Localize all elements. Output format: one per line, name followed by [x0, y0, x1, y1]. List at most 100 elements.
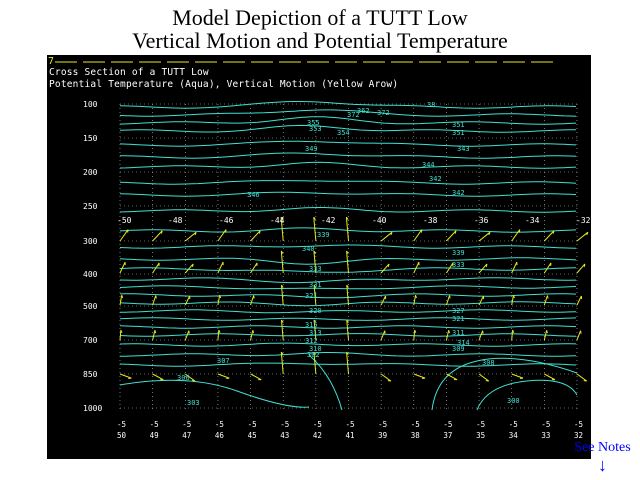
vertical-motion-arrowhead [194, 231, 197, 236]
vertical-motion-arrowhead [387, 263, 390, 267]
bottom-tick-label-top: -5 [248, 420, 257, 429]
vertical-motion-arrowhead [313, 250, 317, 254]
vertical-motion-arrow [445, 295, 450, 306]
vertical-motion-arrow [511, 373, 524, 379]
vertical-motion-arrowhead [313, 319, 317, 323]
isentrope-line [119, 161, 577, 169]
vertical-motion-arrow [543, 330, 548, 341]
isentrope-line [119, 342, 577, 347]
vertical-motion-arrowhead [160, 230, 163, 234]
vertical-motion-arrowhead [258, 230, 261, 234]
contour-label: 321 [452, 315, 465, 323]
bottom-tick-label-top: -5 [574, 420, 583, 429]
vertical-motion-arrow [119, 261, 126, 274]
isentrope-line [119, 191, 577, 197]
vertical-motion-arrow [250, 373, 262, 381]
vertical-motion-arrow [543, 262, 552, 274]
vertical-motion-arrow [511, 261, 518, 274]
vertical-motion-arrowhead [313, 284, 317, 288]
vertical-motion-arrow [346, 320, 349, 341]
vertical-motion-arrow [380, 263, 390, 274]
vertical-motion-arrowhead [345, 216, 349, 220]
isentrope-line [120, 152, 577, 159]
bottom-axis-labels: -5 50 -5 49 -5 47 -5 46 -5 45 -5 43 -5 42 -5 41 -5 39 -5 38… [117, 420, 583, 440]
vertical-motion-arrow [184, 295, 191, 306]
vertical-motion-arrowhead [219, 294, 222, 299]
contour-label: 346 [247, 191, 260, 199]
vertical-motion-arrow [345, 217, 349, 242]
contour-label: 309 [452, 345, 465, 353]
slide-title: Model Depiction of a TUTT Low Vertical M… [0, 6, 640, 52]
vertical-motion-arrowhead [346, 250, 349, 254]
bottom-tick-label-bottom: 32 [574, 431, 583, 440]
contour-label: 340 [302, 245, 315, 253]
contour-label: 300 [507, 397, 520, 405]
vertical-motion-arrow [446, 373, 458, 381]
longitude-labels: -50 -48 -46 -44 -42 -40 -38 -36 -34 -32 [117, 216, 591, 225]
bottom-tick-label-top: -5 [150, 420, 159, 429]
vertical-motion-arrow [217, 373, 230, 379]
vertical-motion-arrow [184, 231, 197, 242]
vertical-motion-arrow [511, 229, 521, 242]
vertical-motion-arrow [280, 285, 284, 306]
surface-contour [119, 379, 310, 408]
pressure-label: 250 [83, 202, 98, 211]
vertical-motion-arrowhead [281, 319, 284, 323]
vertical-motion-arrow [119, 329, 122, 341]
surface-contour [308, 354, 343, 411]
longitude-label: -44 [270, 216, 285, 225]
vertical-motion-arrow [380, 330, 386, 341]
vertical-motion-arrowhead [218, 329, 221, 333]
pressure-label: 200 [83, 168, 98, 177]
isentrope-line [119, 140, 577, 147]
longitude-label: -36 [474, 216, 489, 225]
bottom-tick-label-top: -5 [182, 420, 191, 429]
pressure-label: 150 [83, 134, 98, 143]
vertical-motion-arrow [152, 330, 156, 341]
vertical-motion-arrow [250, 330, 254, 341]
contour-label: 313 [309, 329, 322, 337]
bottom-tick-label-top: -5 [280, 420, 289, 429]
see-notes-link[interactable]: See Notes ↓ [565, 440, 640, 474]
isentrope-line [119, 244, 577, 249]
pressure-label: 700 [83, 336, 98, 345]
vertical-motion-arrow [380, 295, 386, 306]
cross-section-panel: 7 100 150 200 250 300 400 500 700 850 1000 -50 -48… [47, 55, 591, 459]
longitude-label: -42 [321, 216, 336, 225]
contour-label: 331 [309, 281, 322, 289]
vertical-motion-arrow [119, 373, 132, 379]
bottom-tick-label-top: -5 [509, 420, 518, 429]
isentrope-line [119, 207, 577, 213]
vertical-motion-arrowhead [280, 351, 284, 355]
vertical-motion-arrow [543, 230, 555, 242]
contour-label: 306 [177, 374, 190, 382]
vertical-motion-arrowhead [552, 230, 555, 234]
corner-mark: 7 [48, 56, 54, 67]
vertical-motion-arrow [313, 217, 317, 242]
contour-label: 302 [307, 351, 320, 359]
vertical-motion-arrow [511, 329, 514, 341]
isentrope-line [119, 317, 577, 321]
surface-contour [476, 379, 578, 411]
vertical-motion-arrowhead [449, 295, 451, 299]
vertical-motion-arrowhead [120, 329, 123, 333]
vertical-motion-arrow [576, 263, 586, 274]
isentrope-line [119, 277, 577, 284]
pressure-axis-labels: 100 150 200 250 300 400 500 700 850 1000 [83, 100, 102, 413]
contour-label: 344 [422, 161, 435, 169]
contour-label: 351 [452, 129, 465, 137]
vertical-motion-arrow [478, 263, 488, 274]
vertical-motion-arrow [576, 231, 589, 242]
longitude-label: -34 [525, 216, 540, 225]
bottom-tick-label-bottom: 39 [378, 431, 387, 440]
isentrope-line [119, 285, 577, 290]
vertical-motion-arrow [543, 295, 548, 306]
vertical-motion-arrow [184, 330, 190, 341]
isentrope-line [119, 124, 576, 133]
panel-header-title: Cross Section of a TUTT Low [49, 67, 209, 78]
vertical-motion-arrowhead [346, 351, 349, 355]
vertical-motion-arrow [413, 229, 423, 242]
vertical-motion-arrowhead [192, 263, 194, 267]
contour-label: 354 [337, 129, 350, 137]
vertical-motion-arrow [217, 295, 221, 306]
